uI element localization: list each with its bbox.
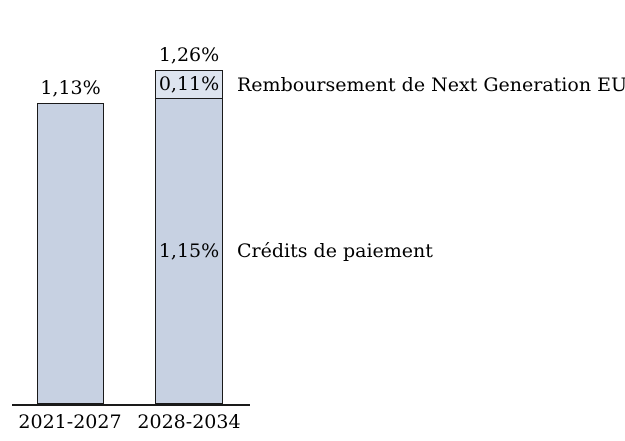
bar-stack: 1,15% 0,11% bbox=[155, 70, 223, 404]
x-axis-label-2021-2027: 2021-2027 bbox=[18, 411, 122, 433]
annotation-credits: Crédits de paiement bbox=[237, 240, 433, 262]
x-axis-label-2028-2034: 2028-2034 bbox=[137, 411, 241, 433]
bar-stack bbox=[37, 103, 104, 404]
bar-total-label: 1,26% bbox=[158, 44, 220, 66]
bar-total-label: 1,13% bbox=[40, 77, 101, 99]
segment-label: 0,11% bbox=[158, 73, 220, 95]
bar-2028-2034: 1,26% 1,15% 0,11% bbox=[155, 43, 223, 404]
bar-segment-remboursement: 0,11% bbox=[155, 70, 223, 99]
bar-segment-credits: 1,15% bbox=[155, 98, 223, 404]
bar-segment-credits bbox=[37, 103, 104, 404]
x-axis-line bbox=[12, 404, 250, 406]
annotation-remboursement: Remboursement de Next Generation EU bbox=[237, 74, 625, 96]
bar-2021-2027: 1,13% bbox=[37, 76, 104, 404]
segment-label: 1,15% bbox=[158, 239, 220, 262]
